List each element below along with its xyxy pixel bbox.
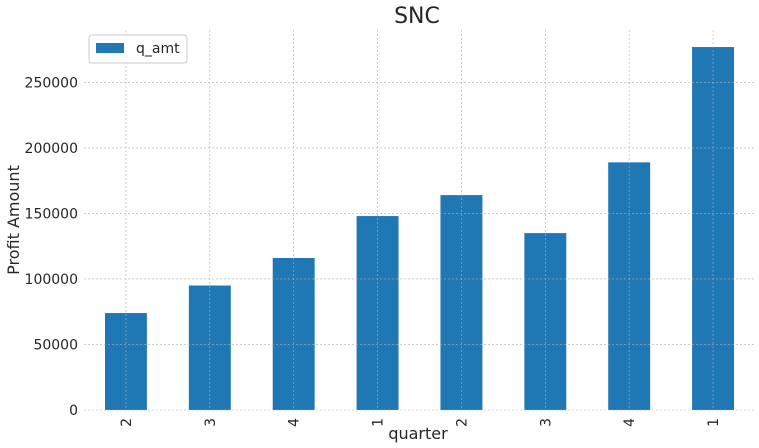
x-tick-label: 4: [622, 418, 638, 427]
bars: [104, 47, 735, 410]
x-tick-label: 3: [538, 418, 554, 427]
chart-title: SNC: [394, 4, 440, 29]
bar: [104, 313, 147, 410]
x-tick-label: 3: [203, 418, 219, 427]
legend: q_amt: [88, 34, 188, 64]
bar: [356, 216, 399, 410]
x-tick-label: 1: [706, 418, 722, 427]
x-axis-title: quarter: [388, 424, 448, 443]
y-axis-title: Profit Amount: [4, 165, 23, 275]
y-tick-label: 0: [69, 403, 78, 419]
grid-lines: [84, 30, 755, 411]
y-tick-label: 250000: [25, 75, 78, 91]
y-tick-labels: 0 50000 100000 150000 200000 250000: [25, 75, 78, 419]
x-tick-label: 2: [119, 418, 135, 427]
x-tick-labels: 2 3 4 1 2 3 4 1: [119, 418, 722, 427]
y-tick-label: 200000: [25, 141, 78, 157]
x-tick-label: 2: [454, 418, 470, 427]
y-tick-label: 100000: [25, 272, 78, 288]
x-tick-label: 4: [287, 418, 303, 427]
legend-swatch: [96, 43, 124, 53]
y-tick-label: 150000: [25, 206, 78, 222]
y-tick-label: 50000: [33, 337, 78, 353]
legend-box: [88, 34, 188, 64]
legend-label: q_amt: [136, 41, 180, 57]
x-tick-label: 1: [371, 418, 387, 427]
